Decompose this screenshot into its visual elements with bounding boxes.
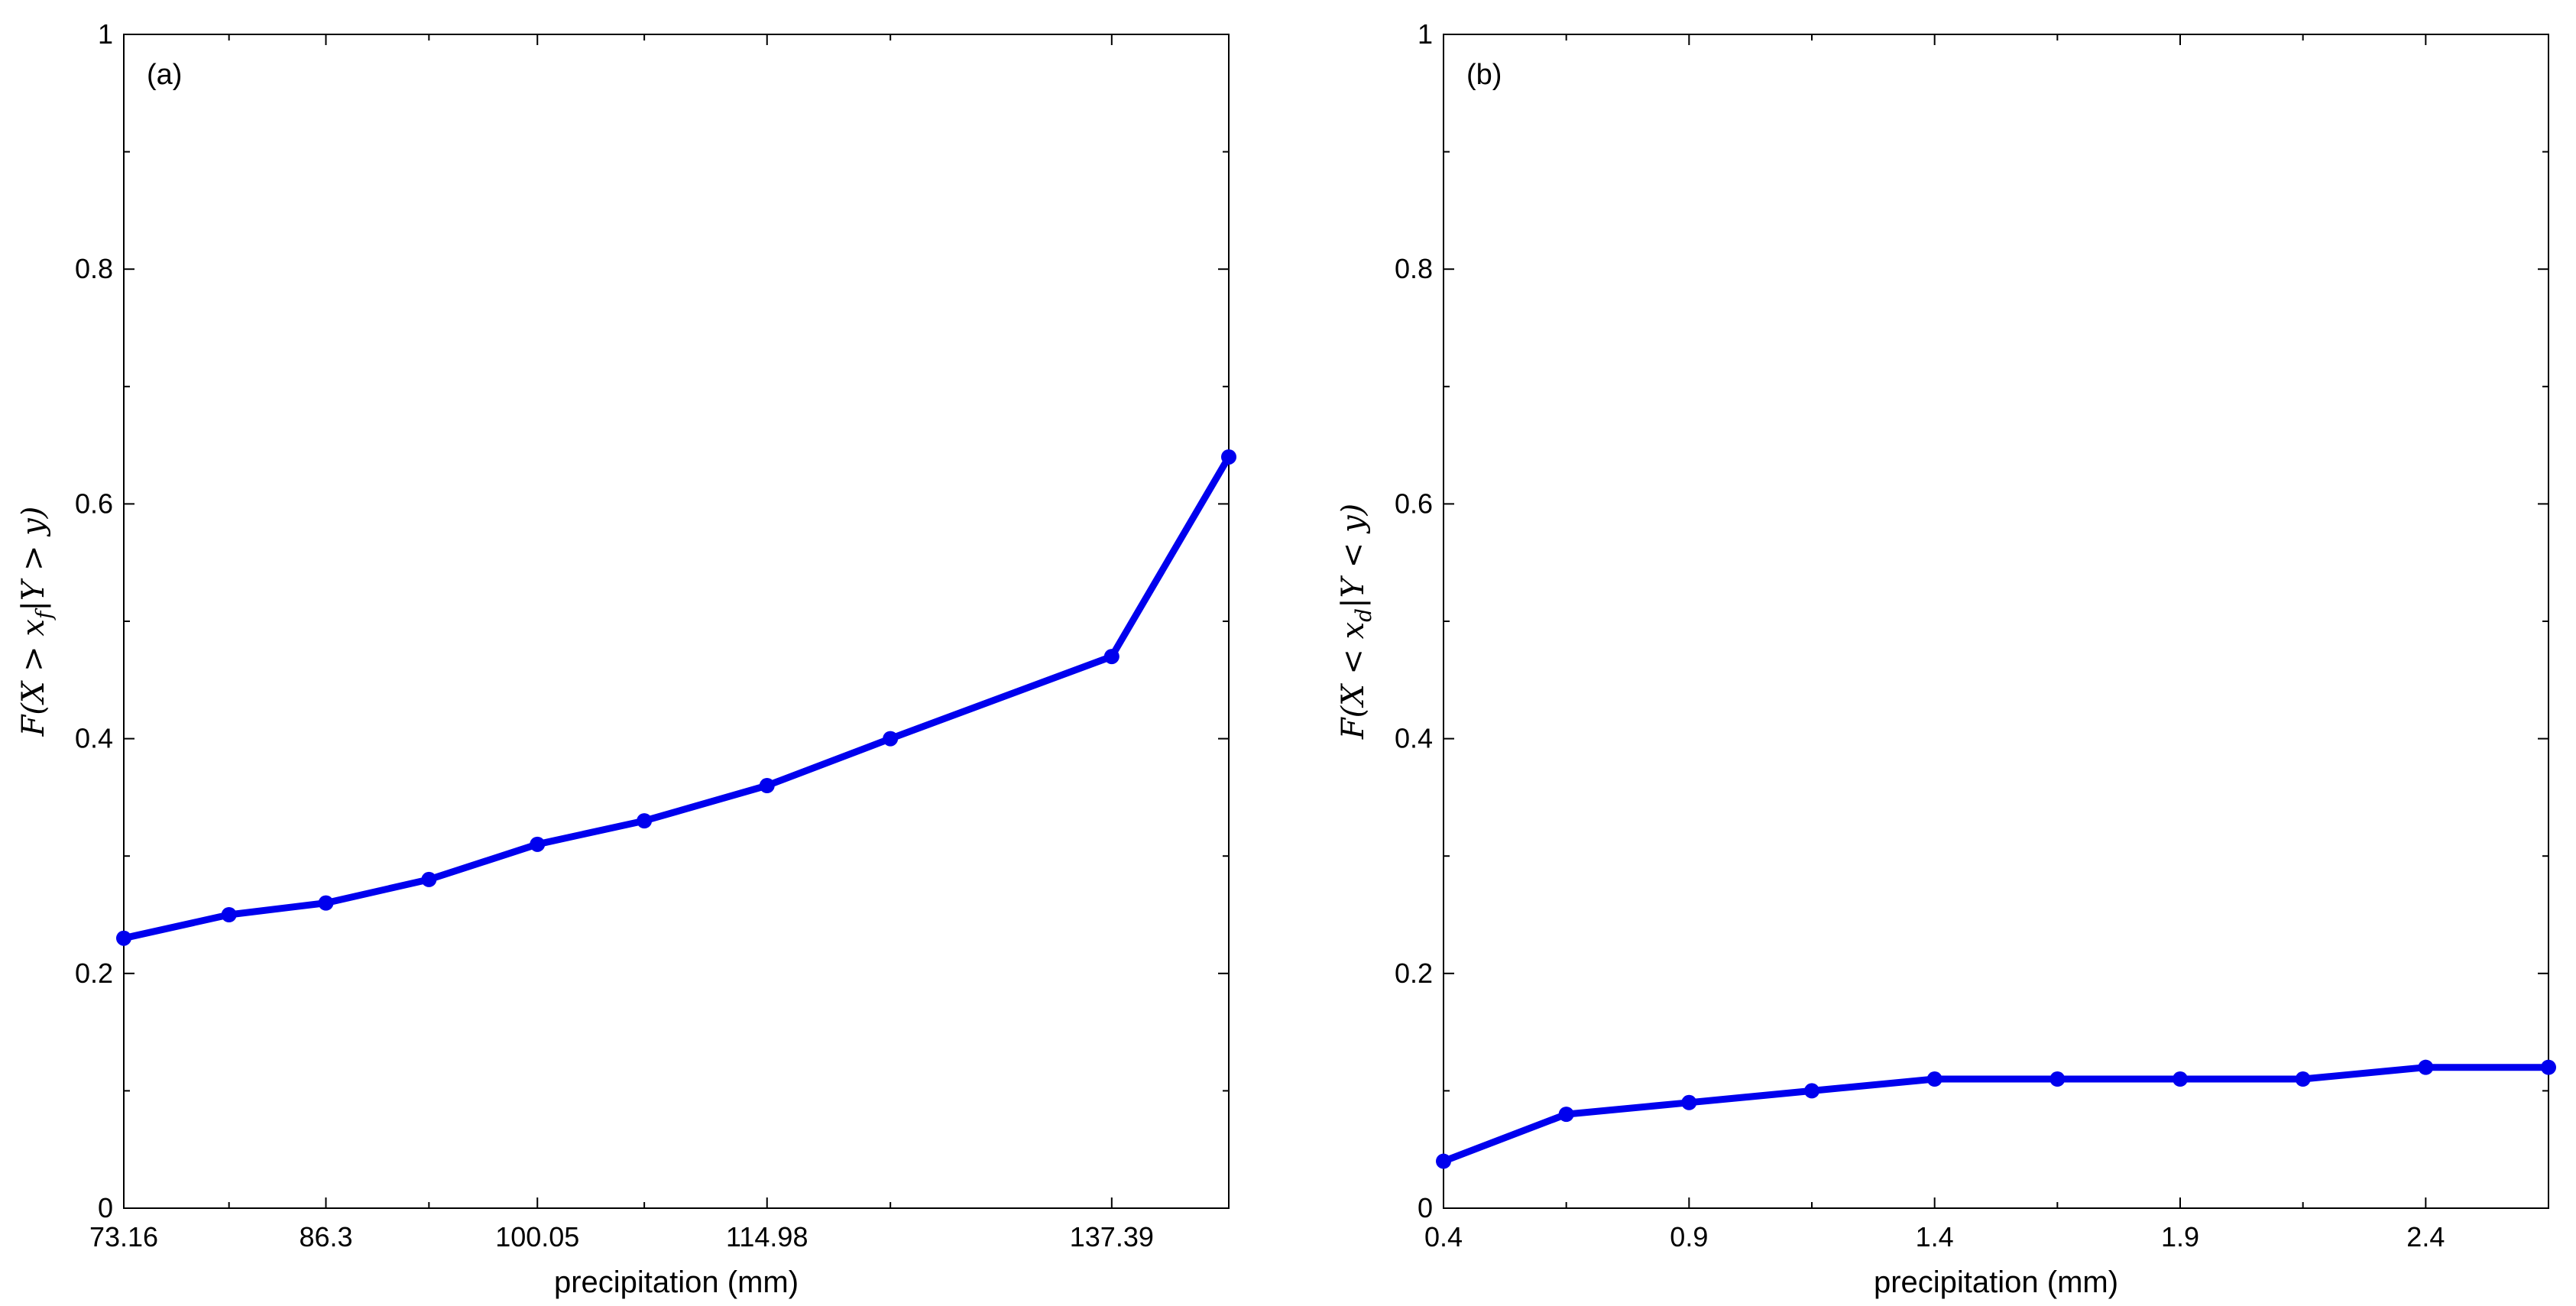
x-axis-title: precipitation (mm) (554, 1265, 799, 1299)
series-line (1440, 1064, 2552, 1165)
x-tick-label: 73.16 (89, 1221, 158, 1253)
data-point (2541, 1059, 2556, 1075)
data-point (2295, 1071, 2311, 1087)
x-tick-label: 100.05 (495, 1221, 579, 1253)
plot-frame (123, 34, 1230, 1209)
data-point (1558, 1107, 1574, 1123)
data-point (2173, 1071, 2188, 1087)
y-tick-label: 0.2 (75, 958, 113, 989)
data-point (759, 778, 775, 794)
data-point (1436, 1153, 1451, 1169)
data-point (1221, 449, 1236, 465)
data-point (1804, 1083, 1819, 1099)
data-point (1103, 649, 1120, 665)
data-point (318, 895, 334, 911)
y-tick-label: 0.4 (75, 723, 113, 754)
data-point (883, 731, 899, 747)
y-tick-label: 1 (98, 18, 113, 50)
y-tick-label: 0 (98, 1192, 113, 1223)
data-point (2049, 1071, 2066, 1087)
y-tick-label: 0.8 (75, 253, 113, 284)
panel-label: (a) (147, 59, 182, 91)
data-point (2418, 1059, 2434, 1075)
series-line (120, 453, 1233, 942)
x-axis-title: precipitation (mm) (1874, 1265, 2118, 1299)
data-point (1681, 1094, 1697, 1110)
x-tick-label: 0.4 (1424, 1221, 1463, 1253)
panel-label: (b) (1466, 59, 1502, 91)
y-axis-title: F(X < xd|Y < y) (1336, 504, 1376, 740)
x-tick-label: 114.98 (726, 1221, 808, 1253)
y-tick-label: 0.6 (75, 488, 113, 519)
y-tick-label: 0.2 (1395, 958, 1433, 989)
x-tick-label: 1.9 (2161, 1221, 2199, 1253)
data-point (1926, 1071, 1943, 1087)
y-tick-label: 0.4 (1395, 723, 1433, 754)
x-tick-label: 0.9 (1670, 1221, 1708, 1253)
panel-b: 0 0.2 0.4 0.6 0.8 1 0.4 0.9 1.4 1.9 2.4 precipitati… (1336, 18, 2556, 1299)
x-tick-label: 2.4 (2406, 1221, 2445, 1253)
data-point (221, 907, 237, 922)
x-tick-label: 137.39 (1070, 1221, 1154, 1253)
y-axis-title: F(X > xf|Y > y) (16, 507, 57, 737)
y-tick-label: 0.8 (1395, 253, 1433, 284)
data-point (421, 871, 437, 887)
x-tick-label: 1.4 (1916, 1221, 1954, 1253)
data-point (116, 930, 131, 946)
data-point (637, 813, 653, 829)
y-tick-label: 0 (1418, 1192, 1433, 1223)
panel-a: 0 0.2 0.4 0.6 0.8 1 73.16 86.3 100.05 114.98 137.3… (16, 18, 1236, 1299)
plot-frame (1443, 34, 2549, 1209)
y-tick-label: 0.6 (1395, 488, 1433, 519)
y-tick-label: 1 (1418, 18, 1433, 50)
data-point (530, 836, 546, 852)
x-tick-label: 86.3 (299, 1221, 352, 1253)
